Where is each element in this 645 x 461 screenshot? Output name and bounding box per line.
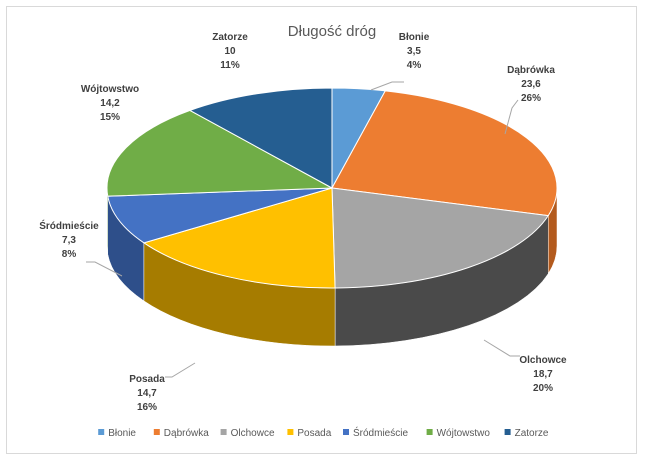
data-label-name-zatorze: Zatorze [212,32,248,43]
data-label-value-posada: 14,7 [137,388,157,399]
data-label-percent-srodmiescie: 8% [62,249,77,260]
legend-swatch-wojtowstwo [426,429,433,435]
slice-olchowce[interactable] [331,187,550,289]
slice-posada[interactable] [142,187,336,289]
legend-entry-blonie[interactable]: Błonie [108,428,136,439]
legend-entry-wojtowstwo[interactable]: Wójtowstwo [437,428,491,439]
data-label-value-wojtowstwo: 14,2 [100,98,120,109]
slice-wojtowstwo[interactable] [106,109,334,197]
data-label-name-olchowce: Olchowce [519,355,567,366]
legend-swatch-posada [287,429,294,435]
data-label-name-wojtowstwo: Wójtowstwo [81,84,139,95]
data-label-value-srodmiescie: 7,3 [62,235,76,246]
slice-dabrowka[interactable] [331,90,558,217]
slice-zatorze[interactable] [188,87,333,189]
leader-lines [86,81,520,378]
data-label-name-srodmiescie: Śródmieście [39,219,99,232]
legend-swatch-dabrowka [153,429,160,435]
data-label-percent-olchowce: 20% [533,383,553,394]
slice-srodmiescie[interactable] [107,187,333,244]
chart-title: Długość dróg [288,23,376,40]
data-label-name-posada: Posada [129,374,165,385]
legend-swatch-olchowce [220,429,227,435]
legend-entry-zatorze[interactable]: Zatorze [515,428,549,439]
data-label-value-zatorze: 10 [224,46,236,57]
legend-swatch-srodmiescie [343,429,349,435]
data-label-percent-posada: 16% [137,402,157,413]
data-label-percent-blonie: 4% [407,60,422,71]
data-label-value-blonie: 3,5 [407,46,421,57]
data-label-percent-wojtowstwo: 15% [100,112,120,123]
data-label-percent-zatorze: 11% [220,60,240,71]
data-label-percent-dabrowka: 26% [521,93,541,104]
legend-entry-srodmiescie[interactable]: Śródmieście [353,426,408,439]
data-label-name-dabrowka: Dąbrówka [507,65,555,76]
legend-entry-posada[interactable]: Posada [297,428,331,439]
legend-swatch-blonie [98,429,105,435]
legend-entry-olchowce[interactable]: Olchowce [231,428,275,439]
legend-entry-dabrowka[interactable]: Dąbrówka [164,428,209,439]
leader-line-blonie [370,81,404,91]
leader-line-dabrowka [504,99,519,135]
leader-line-olchowce [483,339,520,357]
data-label-value-olchowce: 18,7 [533,369,553,380]
leader-line-srodmiescie [86,261,123,277]
data-label-name-blonie: Błonie [399,32,430,43]
legend-swatch-zatorze [504,429,511,435]
legend: Błonie Dąbrówka Olchowce Posada Śródmieście W… [98,426,549,439]
pie-slices [106,87,558,289]
data-label-value-dabrowka: 23,6 [521,79,541,90]
leader-line-posada [165,362,196,378]
data-labels: Błonie 3,5 4% Dąbrówka 23,6 26% Olchowce 18,7 20… [39,32,567,413]
